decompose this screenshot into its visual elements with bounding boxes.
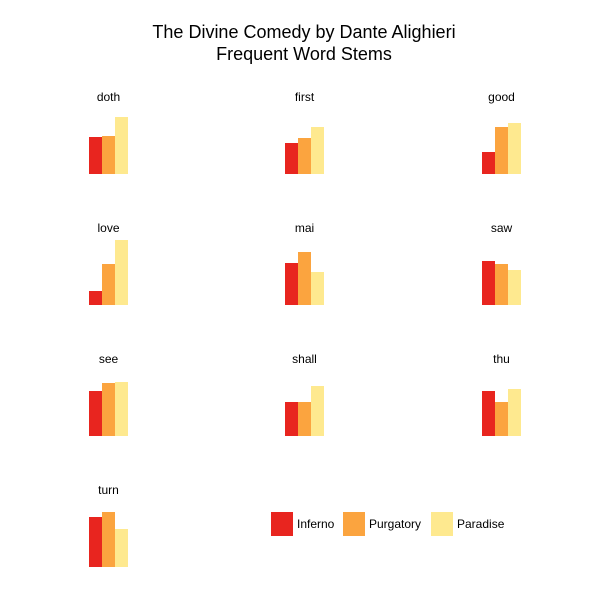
bar	[298, 138, 311, 174]
facet-label: mai	[295, 221, 314, 235]
legend-swatch	[431, 512, 453, 536]
bar	[102, 383, 115, 436]
bar	[298, 402, 311, 436]
bar	[89, 291, 102, 305]
bar	[508, 123, 521, 174]
bar	[311, 127, 324, 174]
bar	[311, 386, 324, 436]
facet-label: doth	[97, 90, 120, 104]
bar	[89, 391, 102, 436]
bar	[482, 391, 495, 436]
facet-label: shall	[292, 352, 317, 366]
legend-label: Paradise	[457, 517, 505, 531]
bar	[285, 143, 298, 174]
bar	[89, 137, 102, 174]
bar	[508, 389, 521, 436]
chart-subtitle: Frequent Word Stems	[216, 44, 392, 64]
bar	[115, 529, 128, 567]
bar	[482, 261, 495, 305]
bar	[285, 402, 298, 436]
bar	[508, 270, 521, 305]
bar	[115, 382, 128, 436]
bar	[495, 402, 508, 436]
facet-label: turn	[98, 483, 119, 497]
bar	[102, 512, 115, 567]
facet-label: thu	[493, 352, 510, 366]
bar	[102, 136, 115, 174]
legend-label: Purgatory	[369, 517, 421, 531]
bar	[495, 127, 508, 174]
bar	[285, 263, 298, 305]
legend-swatch	[271, 512, 293, 536]
legend-swatch	[343, 512, 365, 536]
bar	[298, 252, 311, 305]
bar	[102, 264, 115, 305]
bar	[311, 272, 324, 305]
bar	[115, 117, 128, 174]
facet-label: saw	[491, 221, 513, 235]
facet-label: good	[488, 90, 515, 104]
bar	[482, 152, 495, 174]
bar	[495, 264, 508, 305]
chart-title: The Divine Comedy by Dante Alighieri	[152, 22, 455, 42]
bar	[115, 240, 128, 305]
bar	[89, 517, 102, 567]
facet-label: love	[97, 221, 119, 235]
facet-label: see	[99, 352, 119, 366]
legend-label: Inferno	[297, 517, 335, 531]
facet-label: first	[295, 90, 315, 104]
